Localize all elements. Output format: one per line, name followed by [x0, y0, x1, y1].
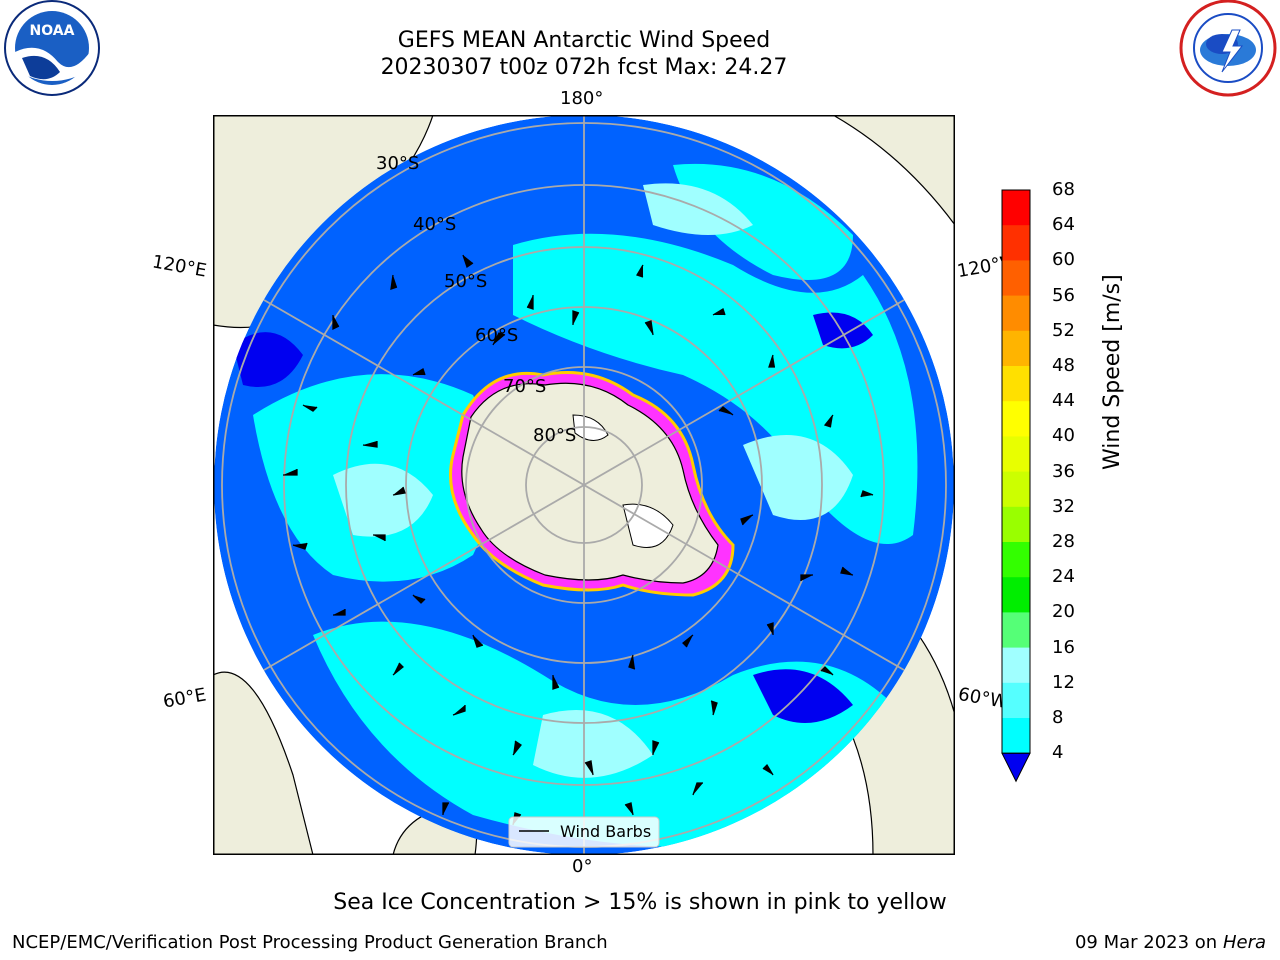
- colorbar-tick-label: 32: [1052, 495, 1075, 517]
- wind-speed-field: [233, 163, 918, 847]
- wind-barbs: [283, 254, 874, 826]
- colorbar-band: [1002, 577, 1030, 613]
- colorbar-band: [1002, 225, 1030, 261]
- colorbar: [1001, 189, 1031, 783]
- sea-ice-note: Sea Ice Concentration > 15% is shown in …: [333, 890, 947, 915]
- colorbar-band: [1002, 295, 1030, 332]
- colorbar-band: [1002, 330, 1030, 367]
- noaa-logo: NOAA: [4, 0, 100, 96]
- colorbar-tick-label: 56: [1052, 284, 1075, 306]
- colorbar-band: [1002, 366, 1030, 402]
- colorbar-tick-label: 28: [1052, 531, 1075, 552]
- svg-text:NOAA: NOAA: [30, 23, 75, 39]
- colorbar-band: [1002, 260, 1030, 297]
- colorbar-band: [1002, 401, 1030, 437]
- colorbar-tick-label: 48: [1052, 355, 1075, 376]
- map-subtitle: 20230307 t00z 072h fcst Max: 24.27: [380, 55, 788, 80]
- colorbar-band: [1002, 436, 1030, 473]
- colorbar-tick-label: 16: [1052, 636, 1075, 658]
- colorbar-tick-label: 36: [1052, 460, 1075, 482]
- colorbar-band: [1002, 647, 1030, 684]
- colorbar-tick-label: 8: [1052, 707, 1064, 728]
- colorbar-label: Wind Speed [m/s]: [1100, 274, 1125, 470]
- lat-label-70s: 70°S: [503, 376, 546, 397]
- colorbar-tick-label: 24: [1052, 566, 1075, 588]
- lat-label-50s: 50°S: [444, 271, 487, 292]
- lat-label-60s: 60°S: [475, 325, 518, 346]
- colorbar-tick-label: 4: [1052, 742, 1064, 764]
- colorbar-tick-label: 68: [1052, 179, 1075, 200]
- colorbar-band: [1002, 471, 1030, 508]
- lon-label-0: 0°: [572, 856, 593, 877]
- lat-label-80s: 80°S: [533, 425, 576, 446]
- footer-org: NCEP/EMC/Verification Post Processing Pr…: [12, 932, 608, 953]
- colorbar-tick-label: 12: [1052, 671, 1075, 693]
- lat-label-40s: 40°S: [413, 214, 456, 235]
- colorbar-band: [1002, 506, 1030, 543]
- colorbar-tick-label: 20: [1052, 601, 1075, 623]
- colorbar-under-arrow: [1001, 752, 1031, 783]
- colorbar-tick-label: 52: [1052, 319, 1075, 341]
- wind-barbs-legend: Wind Barbs: [508, 816, 660, 848]
- colorbar-band: [1002, 542, 1030, 578]
- colorbar-tick-label: 44: [1052, 390, 1075, 412]
- colorbar-tick-label: 40: [1052, 425, 1075, 447]
- footer-date: 09 Mar 2023 on Hera: [1075, 932, 1266, 953]
- map-title: GEFS MEAN Antarctic Wind Speed: [397, 28, 771, 53]
- lon-label-60e: 60°E: [161, 684, 208, 713]
- footer-host: Hera: [1222, 932, 1266, 953]
- nws-logo: [1179, 0, 1277, 97]
- colorbar-band: [1002, 682, 1030, 719]
- lon-label-180: 180°: [560, 88, 604, 109]
- colorbar-tick-label: 64: [1052, 214, 1075, 236]
- footer-date-text: 09 Mar 2023 on: [1074, 932, 1218, 953]
- wind-speed-map: 30°S 40°S 50°S 60°S 70°S 80°S Wind Barbs: [213, 115, 955, 855]
- colorbar-tick-label: 60: [1052, 249, 1075, 271]
- legend-label: Wind Barbs: [560, 822, 651, 841]
- lon-label-120e: 120°E: [150, 251, 209, 282]
- lat-label-30s: 30°S: [376, 153, 419, 174]
- colorbar-band: [1002, 190, 1030, 226]
- colorbar-band: [1002, 718, 1030, 754]
- colorbar-band: [1002, 612, 1030, 649]
